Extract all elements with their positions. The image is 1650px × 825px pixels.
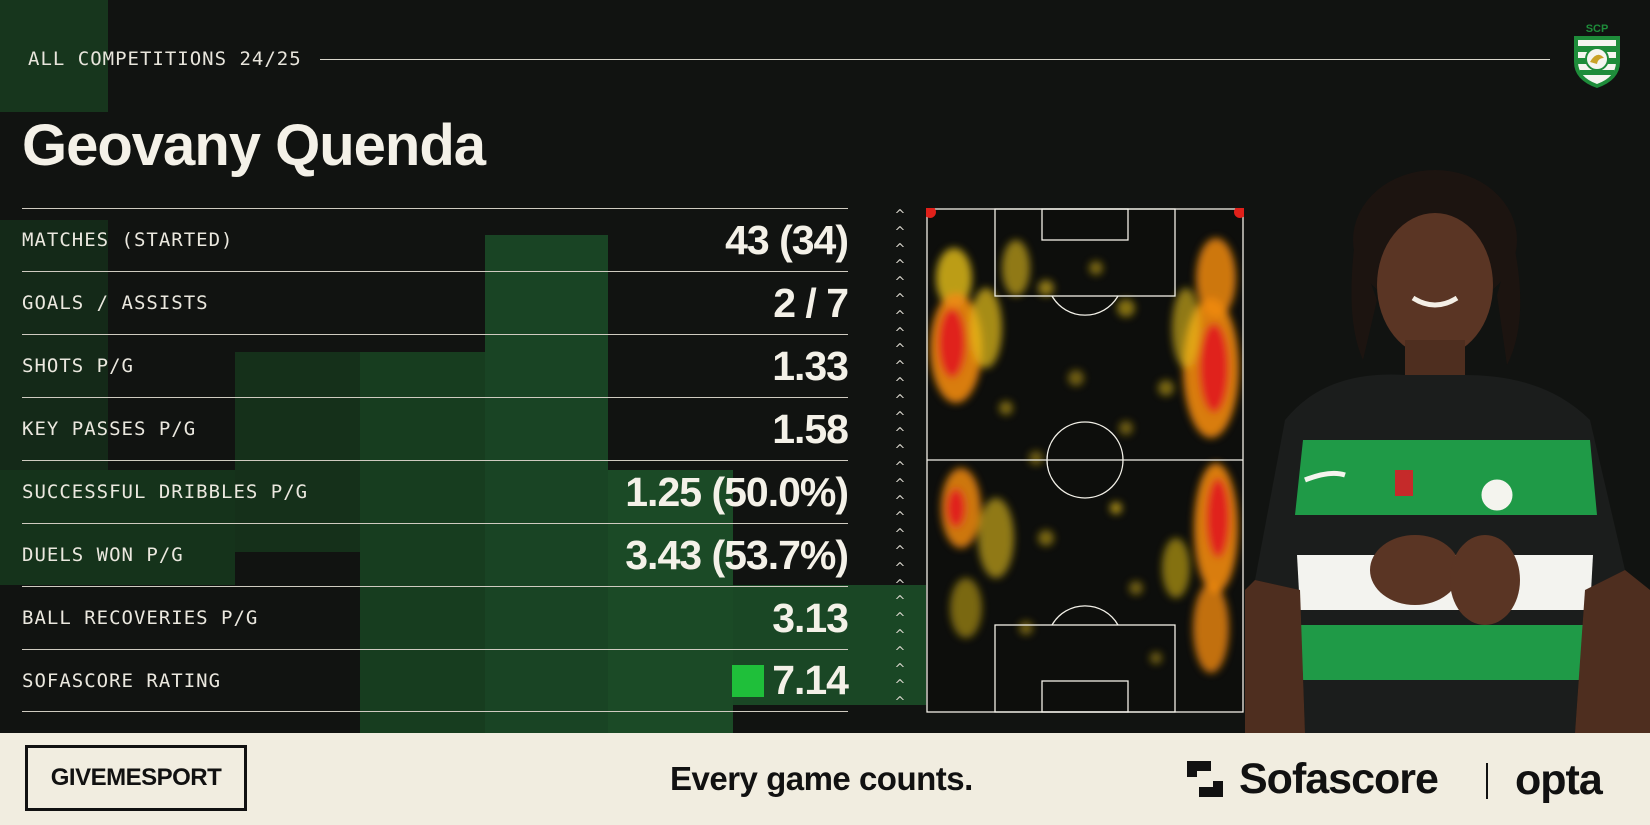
tagline: Every game counts. [670,760,973,797]
player-photo [1245,170,1650,733]
arrow-up-icon: ^ [894,308,906,324]
corner-hotspot [926,208,936,218]
arrow-up-icon: ^ [894,392,906,408]
stat-row: DUELS WON P/G 3.43 (53.7%) [22,523,849,586]
stat-value: 3.43 (53.7%) [625,531,849,578]
stat-row: SOFASCORE RATING 7.14 [22,649,849,712]
stat-value: 1.33 [772,342,849,389]
bg-block [235,352,360,552]
stat-label: SHOTS P/G [22,355,134,377]
stat-label: GOALS / ASSISTS [22,292,209,314]
partner-logo: opta [1515,756,1603,804]
heatmap-layer [930,238,1239,673]
arrow-up-icon: ^ [894,409,906,425]
stat-value: 1.25 (50.0%) [625,468,849,515]
arrow-up-icon: ^ [894,325,906,341]
pitch-lines [926,208,1244,713]
stats-table: MATCHES (STARTED) 43 (34) GOALS / ASSIST… [22,208,849,712]
rating-value-wrap: 7.14 [732,657,849,704]
header-rule [319,58,1550,60]
arrow-up-icon: ^ [894,208,906,223]
arrow-up-icon: ^ [894,493,906,509]
arrow-up-icon: ^ [894,661,906,677]
competition-label: ALL COMPETITIONS 24/25 [28,48,302,70]
arrow-up-icon: ^ [894,375,906,391]
arrow-up-icon: ^ [894,241,906,257]
player-name: Geovany Quenda [22,113,486,178]
stat-label: SUCCESSFUL DRIBBLES P/G [22,481,309,503]
sporting-cp-crest-icon: SCP [1574,23,1620,88]
arrow-up-icon: ^ [894,291,906,307]
bg-block [0,470,235,585]
arrow-up-icon: ^ [894,678,906,694]
arrow-up-icon: ^ [894,459,906,475]
stat-label: BALL RECOVERIES P/G [22,607,259,629]
brand-divider [1486,763,1488,799]
stat-value: 1.58 [772,405,849,452]
sofascore-logo-icon [1187,761,1223,797]
arrow-up-icon: ^ [894,258,906,274]
arrow-up-icon: ^ [894,426,906,442]
stat-value: 7.14 [772,657,849,703]
bg-block [608,470,733,733]
stat-label: KEY PASSES P/G [22,418,197,440]
stat-value: 43 (34) [725,216,849,263]
stat-row: GOALS / ASSISTS 2 / 7 [22,271,849,334]
publisher-logo: GIVEMESPORT [25,745,247,811]
stat-label: DUELS WON P/G [22,544,184,566]
arrow-up-icon: ^ [894,342,906,358]
attack-direction-arrows: ^ ^ ^ ^ ^ ^ ^ ^ ^ ^ ^ ^ ^ ^ ^ ^ ^ ^ ^ ^ ^ ^ ^ ^ ^ ^ ^ ^ ^ ^ [891,208,909,713]
rating-badge [732,664,765,697]
bg-block [485,235,608,733]
arrow-up-icon: ^ [894,543,906,559]
arrow-up-icon: ^ [894,510,906,526]
arrow-up-icon: ^ [894,527,906,543]
stat-value: 3.13 [772,594,849,641]
brand-name: Sofascore [1239,754,1439,803]
arrow-up-icon: ^ [894,577,906,593]
bg-block [0,0,108,112]
arrow-up-icon: ^ [894,611,906,627]
stat-label: MATCHES (STARTED) [22,229,234,251]
corner-hotspot [1234,208,1244,218]
arrow-up-icon: ^ [894,275,906,291]
stat-row: KEY PASSES P/G 1.58 [22,397,849,460]
bg-block [360,352,485,733]
arrow-up-icon: ^ [894,359,906,375]
footer-bar [0,733,1650,825]
arrow-up-icon: ^ [894,224,906,240]
arrow-up-icon: ^ [894,476,906,492]
arrow-up-icon: ^ [894,644,906,660]
arrow-up-icon: ^ [894,560,906,576]
stat-row: SUCCESSFUL DRIBBLES P/G 1.25 (50.0%) [22,460,849,523]
arrow-up-icon: ^ [894,594,906,610]
arrow-up-icon: ^ [894,695,906,711]
stat-label: SOFASCORE RATING [22,669,222,692]
sofascore-brand: Sofascore [1185,754,1439,803]
arrow-up-icon: ^ [894,627,906,643]
svg-text:SCP: SCP [1586,23,1609,35]
graphic-panel: ALL COMPETITIONS 24/25 SCP Geovany Quend… [0,0,1650,733]
arrow-up-icon: ^ [894,443,906,459]
stat-row: MATCHES (STARTED) 43 (34) [22,208,849,271]
stat-value: 2 / 7 [773,279,849,326]
stat-row: SHOTS P/G 1.33 [22,334,849,397]
heatmap-pitch [926,208,1244,713]
stat-row: BALL RECOVERIES P/G 3.13 [22,586,849,649]
